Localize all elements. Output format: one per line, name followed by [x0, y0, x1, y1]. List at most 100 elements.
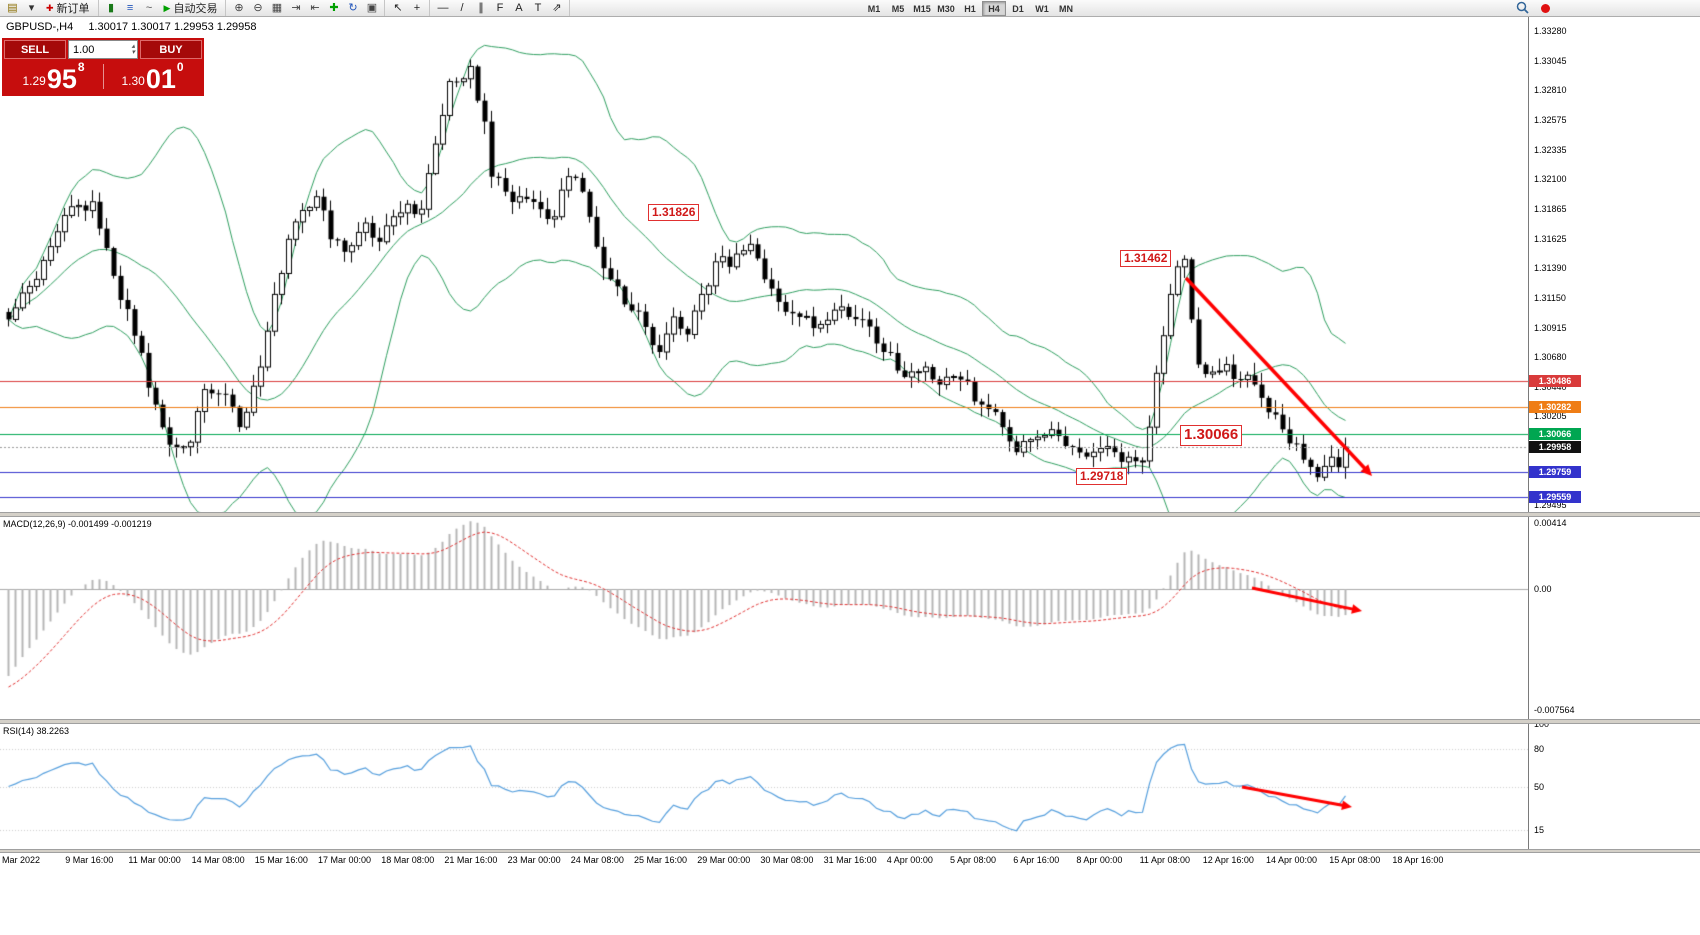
line-chart-icon[interactable]: ~ — [145, 1, 153, 14]
price-annotation[interactable]: 1.30066 — [1180, 424, 1243, 446]
zoom-out-icon[interactable]: ⊖ — [253, 1, 263, 14]
fibonacci-icon[interactable]: F — [496, 1, 504, 14]
timeframe-w1-button[interactable]: W1 — [1035, 4, 1049, 14]
toolbar-group-chart-tools: ⊕ ⊖ ▦ ⇥ ⇤ ✚ ↻ ▣ — [226, 0, 386, 16]
text-icon[interactable]: A — [515, 1, 523, 14]
price-annotation[interactable]: 1.31462 — [1120, 250, 1172, 268]
time-axis-label: 15 Mar 16:00 — [254, 855, 308, 865]
price-annotation[interactable]: 1.31826 — [648, 204, 700, 222]
time-axis[interactable]: Mar 2022 9 Mar 16:00 11 Mar 00:00 14 Mar 08… — [0, 853, 1528, 868]
price-tick: 1.29495 — [1534, 500, 1567, 511]
sell-price[interactable]: 1.29 95 8 — [4, 59, 103, 94]
window-separator-rsi[interactable] — [0, 719, 1700, 724]
new-order-button[interactable]: ✚ 新订单 — [41, 1, 95, 16]
chart-canvas[interactable] — [0, 17, 1528, 851]
alert-badge-icon[interactable] — [1541, 4, 1550, 13]
timeframe-h1-button[interactable]: H1 — [964, 4, 976, 14]
time-axis-label: 18 Apr 16:00 — [1392, 855, 1444, 865]
time-axis-label: 25 Mar 16:00 — [634, 855, 688, 865]
toolbar-group-standard: ▤ ▾ ✚ 新订单 — [0, 0, 99, 16]
chart-shift-icon[interactable]: ⇤ — [310, 1, 320, 14]
price-tick: 1.33045 — [1534, 55, 1567, 66]
bar-chart-icon[interactable]: ≡ — [126, 1, 134, 14]
time-axis-label: 14 Apr 00:00 — [1266, 855, 1318, 865]
buy-button[interactable]: BUY — [140, 40, 202, 59]
rsi-scale-label: 50 — [1534, 781, 1545, 792]
new-chart-icon[interactable]: ▤ — [7, 1, 18, 14]
new-order-button-icon: ✚ — [46, 2, 54, 13]
toolbar-group-line-studies: — / ∥ F A T ⇗ — [430, 0, 571, 16]
timeframe-h4-button[interactable]: H4 — [982, 1, 1006, 16]
price-tick: 1.31150 — [1534, 293, 1566, 304]
new-order-button-label: 新订单 — [56, 3, 90, 15]
price-tick: 1.32575 — [1534, 114, 1567, 125]
text-label-icon[interactable]: T — [534, 1, 542, 14]
timeframe-m15-button[interactable]: M15 — [913, 4, 931, 14]
rsi-value: 38.2263 — [36, 726, 70, 736]
time-axis-label: 12 Apr 16:00 — [1202, 855, 1254, 865]
sell-price-small: 1.29 — [22, 74, 46, 88]
volume-input[interactable] — [69, 43, 115, 56]
timeframe-mn-button[interactable]: MN — [1059, 4, 1073, 14]
price-tick: 1.31390 — [1534, 263, 1567, 274]
cursor-icon[interactable]: ↖ — [393, 1, 403, 14]
time-axis-label: 6 Apr 16:00 — [1013, 855, 1060, 865]
buy-price-sup: 0 — [176, 60, 184, 74]
price-scale[interactable]: 1.33280 1.33045 1.32810 1.32575 1.32335 1.321… — [1528, 17, 1700, 851]
channel-icon[interactable]: ∥ — [478, 1, 484, 14]
time-axis-label: 11 Apr 08:00 — [1139, 855, 1190, 865]
time-axis-label: 9 Mar 16:00 — [65, 855, 114, 865]
toolbar-groups: ▤ ▾ ✚ 新订单 ▮ ≡ ~ ▶ 自动交易 ⊕ ⊖ ▦ ⇥ ⇤ ✚ ↻ ▣ ↖ + — / ∥ F A T ⇗ — [0, 0, 1700, 16]
search-icon[interactable] — [1513, 1, 1532, 16]
time-axis-label: 29 Mar 00:00 — [697, 855, 751, 865]
tile-windows-icon[interactable]: ▦ — [271, 1, 283, 14]
macd-scale-label: -0.007564 — [1534, 705, 1575, 716]
price-tick: 1.31865 — [1534, 203, 1567, 214]
window-separator-axis[interactable] — [0, 849, 1700, 853]
timeframe-m1-button[interactable]: M1 — [867, 4, 881, 14]
macd-values: -0.001499 -0.001219 — [68, 519, 152, 529]
candlestick-chart-icon[interactable]: ▮ — [108, 1, 115, 14]
price-tick: 1.31625 — [1534, 233, 1567, 244]
buy-price-big: 01 — [145, 64, 176, 94]
sell-button[interactable]: SELL — [4, 40, 66, 59]
horizontal-line-icon[interactable]: — — [437, 1, 449, 14]
price-tick: 1.30205 — [1534, 411, 1567, 422]
timeframe-m5-button[interactable]: M5 — [891, 4, 905, 14]
rsi-scale-label: 80 — [1534, 744, 1545, 754]
time-axis-label: 4 Apr 00:00 — [886, 855, 933, 865]
timeframe-m30-button[interactable]: M30 — [937, 4, 955, 14]
price-level-tag: 1.30282 — [1529, 400, 1581, 413]
auto-trading-button-icon: ▶ — [163, 2, 171, 13]
toolbar-group-cursor-tools: ↖ + — [385, 0, 431, 16]
arrows-tool-icon[interactable]: ⇗ — [552, 1, 562, 14]
toolbar: ▤ ▾ ✚ 新订单 ▮ ≡ ~ ▶ 自动交易 ⊕ ⊖ ▦ ⇥ ⇤ ✚ ↻ ▣ ↖ + — / ∥ F A T ⇗ M1 M5 M15 M… — [0, 0, 1700, 17]
volume-field: ▴ ▾ — [68, 40, 138, 59]
time-axis-label: 30 Mar 08:00 — [760, 855, 814, 865]
add-indicator-icon[interactable]: ✚ — [329, 1, 339, 14]
timeframe-d1-button[interactable]: D1 — [1012, 4, 1024, 14]
buy-price[interactable]: 1.30 01 0 — [103, 59, 202, 94]
crosshair-icon[interactable]: + — [413, 1, 421, 14]
bid-price-tag: 1.29958 — [1529, 441, 1581, 454]
templates-icon[interactable]: ▣ — [366, 1, 378, 14]
zoom-in-icon[interactable]: ⊕ — [234, 1, 244, 14]
time-axis-label: Mar 2022 — [2, 855, 41, 865]
profiles-icon[interactable]: ▾ — [28, 1, 35, 14]
trendline-icon[interactable]: / — [460, 1, 464, 14]
volume-down-icon[interactable]: ▾ — [131, 48, 135, 56]
price-tick: 1.30680 — [1534, 352, 1567, 362]
auto-trading-button[interactable]: ▶ 自动交易 — [159, 1, 223, 16]
time-axis-label: 5 Apr 08:00 — [950, 855, 997, 865]
timeframe-toolbar: M1 M5 M15 M30 H1 H4 D1 W1 MN — [862, 1, 1078, 16]
window-separator-macd[interactable] — [0, 512, 1700, 517]
chart-title: GBPUSD-,H4 1.30017 1.30017 1.29953 1.299… — [6, 21, 257, 33]
price-annotation[interactable]: 1.29718 — [1076, 468, 1128, 486]
time-axis-label: 11 Mar 00:00 — [128, 855, 181, 865]
volume-stepper[interactable]: ▴ ▾ — [131, 42, 135, 56]
rsi-label: RSI(14) 38.2263 — [3, 726, 69, 736]
auto-scroll-icon[interactable]: ⇥ — [291, 1, 301, 14]
time-sync-icon[interactable]: ↻ — [348, 1, 358, 14]
volume-up-icon[interactable]: ▴ — [131, 42, 135, 50]
price-tick: 1.32810 — [1534, 85, 1567, 96]
